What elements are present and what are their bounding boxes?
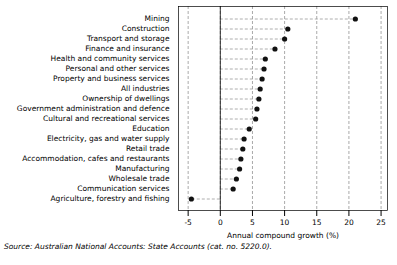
svg-text:-5: -5: [184, 218, 192, 227]
svg-text:Ownership of dwellings: Ownership of dwellings: [82, 94, 169, 103]
svg-text:Transport and storage: Transport and storage: [86, 34, 170, 43]
svg-text:All industries: All industries: [121, 84, 170, 93]
svg-text:Communication services: Communication services: [77, 184, 169, 193]
svg-text:Electricity, gas and water sup: Electricity, gas and water supply: [47, 134, 170, 143]
svg-text:20: 20: [344, 218, 354, 227]
svg-text:Education: Education: [132, 124, 170, 133]
svg-text:Retail trade: Retail trade: [126, 144, 170, 153]
svg-text:Agriculture, forestry and fish: Agriculture, forestry and fishing: [50, 194, 169, 203]
svg-text:Government administration and: Government administration and defence: [17, 104, 170, 113]
svg-text:Finance and insurance: Finance and insurance: [85, 44, 170, 53]
html-text:Source: Australian National Ac: Source: Australian National Accounts: St…: [4, 242, 272, 251]
svg-text:Annual compound growth (%): Annual compound growth (%): [227, 231, 339, 240]
svg-text:Manufacturing: Manufacturing: [115, 164, 170, 173]
svg-text:5: 5: [250, 218, 255, 227]
svg-text:25: 25: [376, 218, 386, 227]
svg-text:Health and community services: Health and community services: [51, 54, 170, 63]
svg-text:Accommodation, cafes and resta: Accommodation, cafes and restaurants: [22, 154, 169, 163]
svg-text:Mining: Mining: [145, 14, 170, 23]
svg-text:Personal and other services: Personal and other services: [66, 64, 170, 73]
svg-text:Property and business services: Property and business services: [53, 74, 170, 83]
svg-text:0: 0: [218, 218, 223, 227]
svg-text:Wholesale trade: Wholesale trade: [108, 174, 169, 183]
svg-text:10: 10: [280, 218, 290, 227]
svg-text:15: 15: [312, 218, 322, 227]
svg-text:Construction: Construction: [122, 24, 170, 33]
svg-text:Cultural and recreational serv: Cultural and recreational services: [43, 114, 169, 123]
